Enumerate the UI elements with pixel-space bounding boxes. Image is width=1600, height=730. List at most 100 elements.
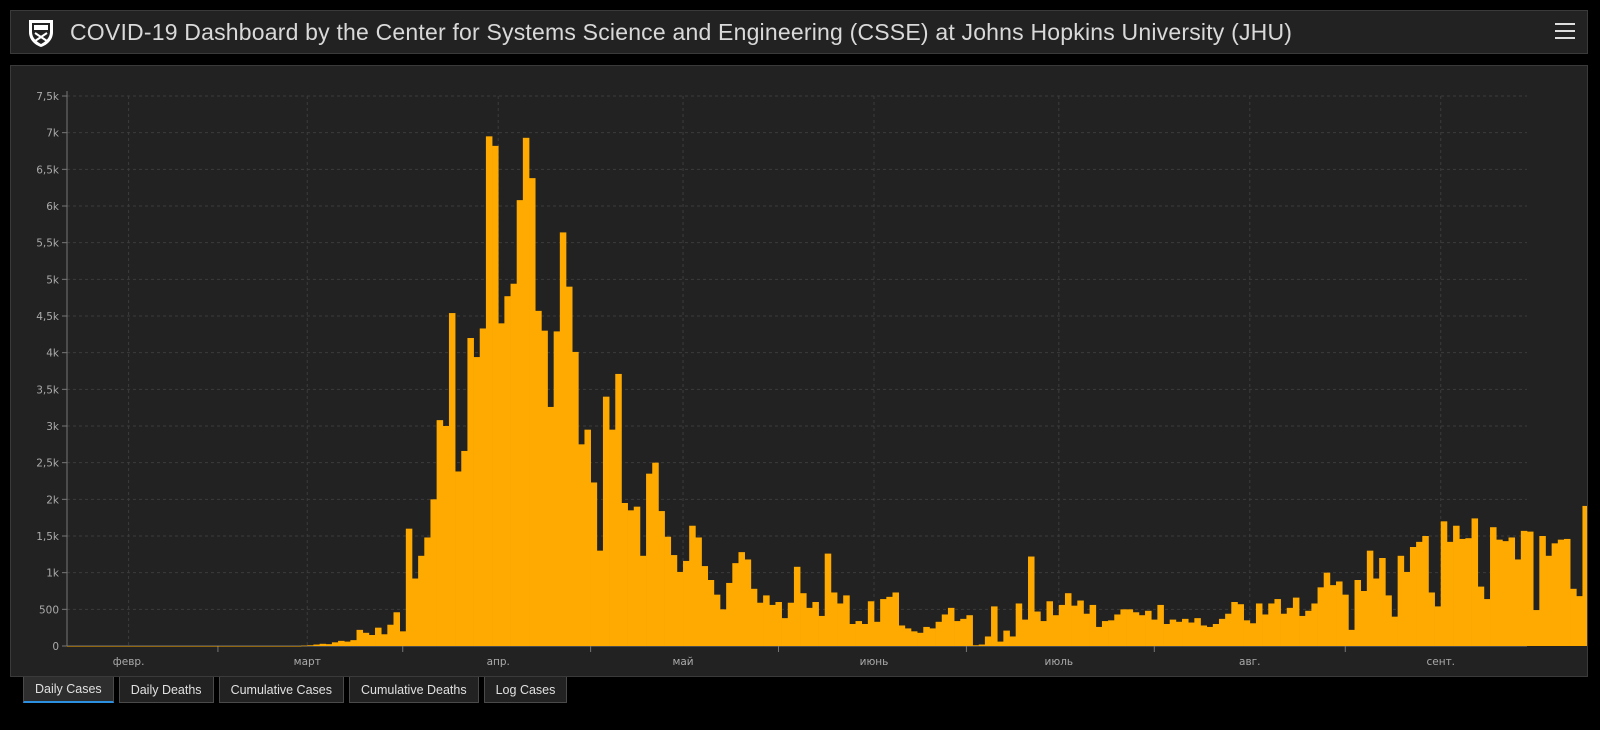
bar	[461, 450, 468, 646]
bar	[1563, 538, 1571, 646]
bar	[719, 609, 727, 646]
bar	[202, 646, 210, 647]
bar	[1126, 609, 1134, 646]
bar	[479, 328, 487, 646]
bar	[307, 645, 314, 646]
bar	[97, 646, 105, 647]
bar	[165, 646, 173, 647]
bar	[1428, 592, 1435, 646]
bar	[984, 636, 992, 646]
tab-daily-deaths[interactable]: Daily Deaths	[118, 677, 214, 703]
bar	[1052, 615, 1060, 646]
bar	[1354, 580, 1362, 646]
bar	[1557, 539, 1565, 646]
bar	[861, 624, 869, 646]
bar	[1095, 626, 1103, 646]
bar	[892, 592, 899, 646]
bar	[898, 625, 906, 646]
y-tick-label: 5k	[46, 274, 60, 286]
bar	[436, 420, 444, 646]
bar	[744, 559, 752, 646]
bar	[177, 646, 185, 647]
bar	[763, 595, 770, 646]
bar	[917, 632, 924, 646]
bar	[411, 578, 419, 646]
bar	[559, 232, 567, 646]
bar	[313, 644, 320, 646]
bar	[1317, 587, 1325, 646]
bar	[1527, 531, 1534, 646]
bar	[110, 646, 117, 647]
bar	[553, 331, 561, 646]
bar	[1206, 626, 1214, 646]
bar	[356, 629, 364, 646]
x-tick-label: июнь	[860, 656, 889, 668]
bar	[1237, 604, 1244, 646]
bar	[997, 641, 1004, 646]
bar	[1021, 619, 1029, 646]
bar	[196, 646, 203, 647]
bar	[1403, 571, 1411, 646]
bar	[350, 640, 357, 646]
bar	[1218, 618, 1226, 646]
bar	[208, 646, 216, 647]
tab-daily-cases[interactable]: Daily Cases	[23, 677, 114, 703]
bar	[800, 593, 807, 646]
bar	[615, 373, 622, 646]
bar	[1077, 600, 1084, 646]
bar	[812, 602, 819, 646]
y-tick-label: 6k	[46, 201, 60, 213]
bar	[405, 528, 413, 646]
bar	[1372, 578, 1380, 646]
bar	[331, 642, 339, 646]
bar	[874, 621, 881, 646]
bar	[978, 644, 986, 646]
bar	[1003, 630, 1010, 646]
bar	[1496, 539, 1503, 646]
bar	[1015, 603, 1023, 646]
bar	[676, 571, 684, 646]
bar	[670, 555, 678, 646]
bar	[190, 646, 197, 647]
bar	[516, 200, 524, 646]
bar	[547, 406, 555, 646]
tab-cumulative-cases[interactable]: Cumulative Cases	[218, 677, 344, 703]
bar	[1157, 604, 1164, 646]
bar	[1212, 624, 1220, 646]
bar	[683, 560, 690, 646]
y-tick-label: 2k	[46, 494, 60, 506]
bar	[1194, 618, 1201, 646]
hamburger-menu-icon[interactable]	[1555, 23, 1575, 41]
bar	[590, 482, 598, 646]
bar	[1477, 586, 1485, 646]
bar	[1108, 620, 1115, 646]
bar	[1453, 525, 1460, 646]
y-tick-label: 5,5k	[36, 238, 60, 250]
tab-log-cases[interactable]: Log Cases	[483, 677, 568, 703]
bar	[966, 615, 973, 646]
bar	[954, 621, 961, 646]
bar	[1490, 527, 1497, 646]
bar	[159, 646, 166, 647]
bar	[473, 357, 481, 646]
bar	[1169, 619, 1177, 646]
tab-cumulative-deaths[interactable]: Cumulative Deaths	[349, 677, 479, 703]
bar	[664, 536, 672, 646]
bar	[79, 646, 86, 647]
bar	[498, 323, 505, 646]
bar	[362, 632, 370, 646]
bar	[910, 631, 918, 646]
bar	[1305, 610, 1312, 646]
bar	[578, 444, 585, 646]
bar	[442, 426, 450, 646]
bar	[1397, 555, 1405, 646]
bar	[837, 603, 844, 646]
bar	[535, 310, 542, 646]
bar	[1188, 622, 1195, 646]
bar	[251, 646, 259, 647]
page-title: COVID-19 Dashboard by the Center for Sys…	[70, 18, 1293, 45]
bar	[239, 646, 246, 647]
bar	[1151, 619, 1158, 646]
bar	[1114, 614, 1121, 646]
bar	[67, 646, 74, 647]
